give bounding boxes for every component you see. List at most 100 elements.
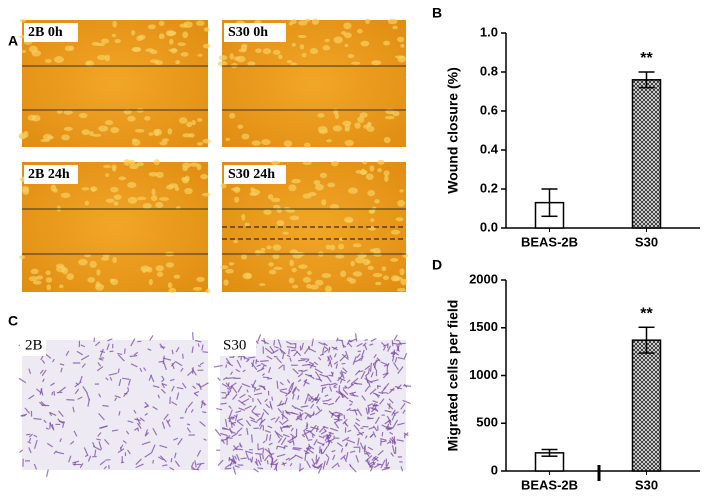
cell [169, 39, 173, 45]
cell [333, 125, 342, 131]
cell [231, 187, 240, 191]
cell [197, 54, 202, 57]
cell [115, 39, 121, 43]
cell [256, 459, 257, 464]
cell [112, 34, 116, 37]
cell [99, 358, 104, 359]
cell [127, 116, 135, 122]
cell [96, 269, 100, 275]
cell [21, 186, 29, 192]
cell [105, 55, 111, 62]
panel-label: A [8, 33, 18, 49]
cell [96, 281, 101, 287]
image-label: S30 24h [228, 167, 275, 182]
cell [357, 29, 363, 34]
cell [153, 460, 154, 463]
cell [396, 217, 404, 221]
cell [101, 257, 109, 261]
cell [226, 364, 227, 367]
cell [298, 35, 307, 38]
cell [377, 168, 382, 172]
cell [247, 61, 255, 66]
cell [289, 22, 293, 25]
microscopy-image: S30 24h [220, 160, 408, 293]
cell [366, 174, 374, 180]
cell [276, 463, 277, 471]
cell [341, 31, 346, 35]
cell [363, 259, 370, 266]
cell [101, 39, 109, 44]
cell [353, 271, 362, 276]
cell [322, 273, 332, 278]
cell [105, 120, 113, 125]
cell [344, 415, 345, 419]
cell [395, 386, 399, 387]
cell [229, 262, 234, 266]
cell [308, 440, 313, 441]
cell [47, 136, 54, 139]
cell [179, 117, 187, 124]
cell [324, 39, 329, 42]
cell [151, 195, 157, 201]
cell [343, 22, 351, 29]
cell [298, 264, 307, 269]
cell [98, 125, 108, 131]
cell [306, 284, 311, 289]
cell [272, 254, 279, 259]
cell [258, 468, 264, 469]
cell [392, 111, 399, 116]
cell [382, 266, 387, 271]
cell [287, 60, 292, 63]
cell [45, 59, 52, 63]
cell [182, 177, 189, 183]
cell [385, 116, 395, 119]
cell [149, 279, 153, 285]
cell [50, 422, 51, 429]
y-axis-label: Wound closure (%) [445, 67, 461, 194]
cell [36, 275, 43, 279]
cell [46, 277, 52, 282]
cell [226, 138, 231, 141]
cell [168, 282, 173, 288]
cell [239, 435, 242, 436]
cell [345, 128, 350, 132]
cell [316, 455, 317, 461]
y-tick-label: 0 [491, 462, 498, 477]
cell [180, 52, 188, 57]
image-label: S30 0h [228, 25, 268, 40]
cell [179, 24, 188, 28]
cell [400, 279, 407, 285]
cell [346, 219, 353, 222]
cell [82, 129, 90, 135]
cell [289, 349, 290, 355]
cell [198, 343, 199, 346]
significance: ** [640, 50, 653, 67]
cell [383, 41, 390, 46]
cell [46, 284, 51, 290]
cell [155, 202, 163, 208]
cell [234, 56, 240, 60]
cell [200, 174, 208, 179]
cell [137, 162, 144, 166]
cell [368, 266, 374, 270]
cell [292, 268, 297, 273]
cell [139, 35, 146, 40]
cell [397, 56, 405, 63]
cell [52, 392, 53, 395]
cell [84, 254, 91, 257]
cell [219, 55, 228, 60]
cell [315, 280, 323, 286]
cell [196, 277, 205, 282]
image-bg [22, 340, 208, 470]
cell [373, 273, 383, 277]
microscopy-image: S30 0h [218, 18, 406, 147]
cell [277, 220, 285, 226]
cell [175, 60, 180, 64]
cell [229, 113, 235, 119]
cell [79, 113, 88, 118]
cell [330, 245, 336, 251]
panel-label: B [432, 5, 442, 21]
cell [338, 244, 344, 250]
cell [291, 350, 296, 351]
cell [400, 44, 404, 48]
